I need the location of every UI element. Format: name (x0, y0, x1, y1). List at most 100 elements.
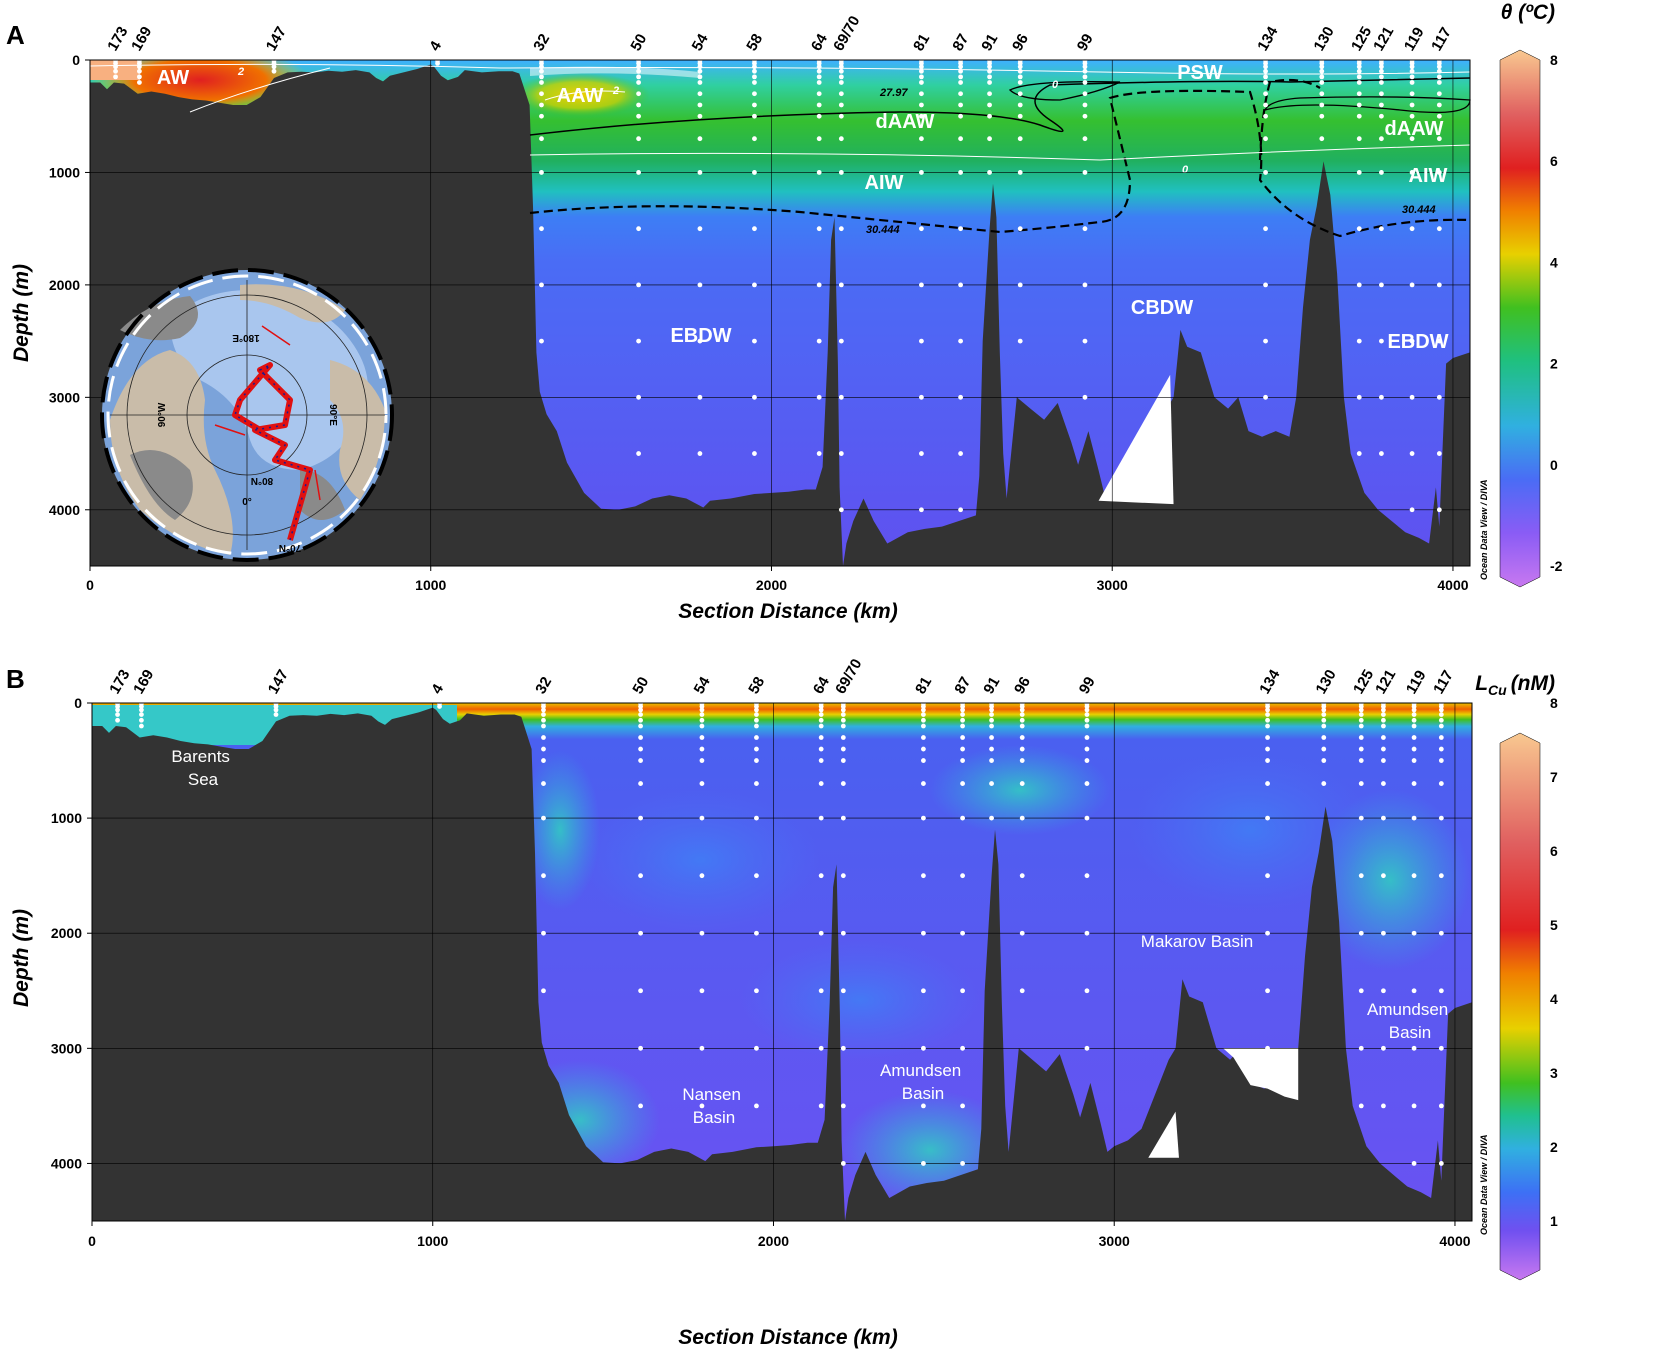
sample-point (1265, 746, 1270, 752)
sample-point (139, 707, 144, 713)
sample-point (838, 282, 844, 288)
sample-point (754, 746, 759, 752)
sample-point (958, 102, 963, 108)
sample-point (1381, 1103, 1386, 1109)
sample-point (539, 64, 544, 70)
sample-point (699, 930, 705, 936)
sample-point (541, 746, 546, 752)
sample-point (697, 282, 703, 288)
sample-point (541, 712, 546, 717)
sample-point (840, 758, 846, 763)
sample-point (754, 717, 759, 723)
grid-b (92, 703, 1472, 1221)
colorbar-title-b: LCu (nM) (1475, 672, 1555, 698)
colorbar-tick-label: 4 (1550, 991, 1558, 1007)
sample-point (921, 873, 926, 879)
y-axis-title-b: Depth (m) (10, 909, 33, 1007)
sample-point (989, 704, 994, 709)
sample-point (699, 723, 705, 729)
sample-point (958, 60, 963, 66)
wm-psw: PSW (1177, 62, 1223, 84)
sample-point (1409, 451, 1415, 456)
sample-point (754, 707, 759, 713)
sample-point (1017, 80, 1023, 85)
sample-point (1379, 451, 1384, 456)
sample-point (1381, 1045, 1386, 1051)
sample-point (273, 712, 279, 717)
sample-point (539, 113, 544, 119)
sample-point (816, 170, 822, 175)
sample-point (838, 136, 844, 142)
sample-point (960, 712, 965, 717)
sample-point (1379, 136, 1384, 142)
sample-point (1436, 170, 1442, 175)
sample-point (1263, 136, 1268, 142)
sample-point (697, 136, 703, 142)
sample-point (960, 781, 965, 786)
sample-point (960, 873, 965, 879)
sample-point (1438, 704, 1444, 709)
sample-point (919, 507, 924, 513)
sample-point (1019, 712, 1025, 717)
sample-point (1438, 930, 1444, 936)
sample-point (1379, 64, 1384, 70)
sample-point (1438, 746, 1444, 752)
station-label: 50 (629, 674, 652, 697)
map-label-0: 0° (242, 497, 252, 508)
sample-point (1411, 781, 1417, 786)
sample-point (1321, 758, 1327, 763)
sample-point (1358, 1045, 1364, 1051)
sample-point (1321, 746, 1327, 752)
sample-point (1356, 338, 1362, 344)
sample-point (1411, 758, 1417, 763)
sample-point (1381, 781, 1386, 786)
sample-point (1017, 60, 1023, 66)
sample-point (1438, 707, 1444, 713)
y-tick-label: 1000 (49, 164, 80, 180)
sample-point (989, 815, 994, 821)
sample-point (1436, 74, 1442, 80)
sample-point (539, 226, 544, 232)
sample-point (838, 394, 844, 400)
sample-point (1356, 102, 1362, 108)
sample-point (1438, 723, 1444, 729)
sample-point (818, 815, 824, 821)
y-tick-label: 2000 (49, 277, 80, 293)
sample-point (919, 170, 924, 175)
station-label: 54 (689, 30, 712, 54)
sample-point (987, 74, 992, 80)
sample-point (838, 113, 844, 119)
sample-point (1409, 68, 1415, 74)
sample-point (1379, 74, 1384, 80)
sample-point (1082, 113, 1088, 119)
sample-point (1411, 1103, 1417, 1109)
sample-point (1265, 873, 1270, 879)
sample-point (1379, 113, 1384, 119)
station-label: 147 (265, 667, 292, 697)
sample-point (921, 712, 926, 717)
sample-point (818, 707, 824, 713)
sample-point (638, 988, 643, 994)
sample-point (1436, 68, 1442, 74)
sample-point (1263, 338, 1268, 344)
station-label: 96 (1009, 31, 1032, 54)
sample-point (1321, 707, 1327, 713)
station-label: 4 (426, 38, 445, 54)
sample-point (919, 136, 924, 142)
colorbar-tick-label: 0 (1550, 457, 1558, 473)
sample-point (1409, 394, 1415, 400)
sample-point (1358, 758, 1364, 763)
sample-point (1263, 64, 1268, 70)
sample-point (1265, 712, 1270, 717)
sample-point (989, 723, 994, 729)
sample-point (638, 815, 643, 821)
sample-point (638, 930, 643, 936)
sample-point (541, 873, 546, 879)
y-tick-label: 2000 (51, 925, 82, 941)
sample-point (1319, 74, 1325, 80)
sample-point (539, 60, 544, 66)
sample-point (1438, 988, 1444, 994)
x-tick-label: 2000 (756, 577, 787, 593)
sample-point (1082, 60, 1088, 66)
